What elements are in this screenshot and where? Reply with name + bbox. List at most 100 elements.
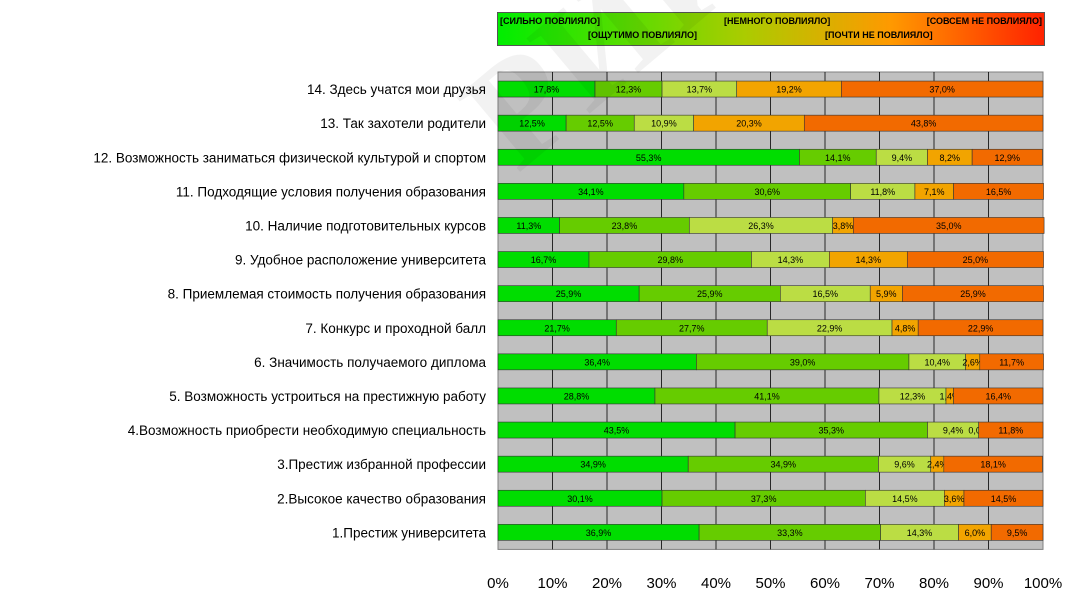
data-label: 14,3% bbox=[856, 255, 882, 265]
data-label: 12,9% bbox=[995, 153, 1021, 163]
data-label: 35,3% bbox=[819, 426, 845, 436]
data-label: 16,5% bbox=[986, 187, 1012, 197]
data-label: 9,4% bbox=[892, 153, 913, 163]
data-label: 30,1% bbox=[567, 494, 593, 504]
bar-segment bbox=[953, 387, 1044, 405]
category-label: 13. Так захотели родители bbox=[320, 116, 486, 131]
data-label: 11,3% bbox=[516, 221, 541, 231]
data-label: 23,8% bbox=[612, 221, 638, 231]
category-label: 1.Престиж университета bbox=[332, 525, 486, 540]
bar-segment bbox=[917, 319, 1044, 337]
x-tick-label: 20% bbox=[592, 575, 622, 590]
data-label: 25,9% bbox=[556, 289, 582, 299]
data-label: 11,8% bbox=[870, 187, 895, 197]
x-tick-label: 30% bbox=[646, 575, 676, 590]
category-label: 6. Значимость получаемого диплома bbox=[254, 355, 486, 370]
bar-segment bbox=[963, 489, 1044, 507]
data-label: 36,9% bbox=[586, 528, 612, 538]
x-tick-label: 0% bbox=[487, 575, 509, 590]
data-label: 30,6% bbox=[754, 187, 780, 197]
data-label: 36,4% bbox=[584, 357, 610, 367]
data-label: 25,9% bbox=[697, 289, 723, 299]
category-label: 3.Престиж избранной профессии bbox=[277, 457, 486, 472]
data-label: 33,3% bbox=[777, 528, 803, 538]
category-label: 9. Удобное расположение университета bbox=[235, 253, 487, 268]
data-label: 9,5% bbox=[1007, 528, 1028, 538]
data-label: 37,3% bbox=[751, 494, 777, 504]
data-label: 3,6% bbox=[944, 494, 965, 504]
data-label: 43,5% bbox=[604, 426, 630, 436]
bar-segment bbox=[902, 285, 1044, 302]
data-label: 2,6% bbox=[962, 357, 983, 367]
x-tick-label: 40% bbox=[701, 575, 731, 590]
category-label: 5. Возможность устроиться на престижную … bbox=[169, 389, 486, 404]
data-label: 55,3% bbox=[636, 153, 662, 163]
bar-segment bbox=[990, 524, 1044, 541]
data-label: 4,8% bbox=[895, 323, 916, 333]
data-label: 16,5% bbox=[813, 289, 839, 299]
category-label: 4.Возможность приобрести необходимую спе… bbox=[128, 423, 486, 438]
x-tick-label: 50% bbox=[755, 575, 785, 590]
x-tick-label: 90% bbox=[973, 575, 1003, 590]
bars: 17,8% 12,3% 13,7% 19,2% 37,0% 12,5% 12,5% 10,9%… bbox=[497, 80, 1045, 541]
data-label: 22,9% bbox=[968, 323, 994, 333]
data-label: 3,8% bbox=[833, 221, 854, 231]
data-label: 43,8% bbox=[911, 119, 937, 129]
data-label: 35,0% bbox=[936, 221, 962, 231]
data-label: 13,7% bbox=[687, 85, 713, 95]
bar-segment bbox=[803, 114, 1044, 132]
data-label: 10,4% bbox=[925, 357, 951, 367]
legend: [СИЛЬНО ПОВЛИЯЛО] [ОЩУТИМО ПОВЛИЯЛО] [НЕ… bbox=[497, 12, 1045, 46]
data-label: 41,1% bbox=[754, 391, 780, 401]
data-label: 18,1% bbox=[980, 460, 1006, 470]
data-label: 7,1% bbox=[924, 187, 945, 197]
category-labels: 14. Здесь учатся мои друзья 13. Так захот… bbox=[93, 82, 486, 540]
data-label: 12,5% bbox=[519, 119, 545, 129]
x-tick-label: 80% bbox=[919, 575, 949, 590]
category-label: 2.Высокое качество образования bbox=[277, 491, 486, 506]
data-label: 14,3% bbox=[907, 528, 933, 538]
data-label: 28,8% bbox=[564, 391, 590, 401]
x-tick-label: 10% bbox=[537, 575, 567, 590]
data-label: 34,1% bbox=[578, 187, 604, 197]
data-label: 16,7% bbox=[531, 255, 557, 265]
data-label: 10,9% bbox=[651, 119, 677, 129]
category-label: 12. Возможность заниматься физической ку… bbox=[93, 150, 486, 165]
data-label: 1,4% bbox=[940, 391, 961, 401]
data-label: 11,7% bbox=[999, 357, 1024, 367]
category-label: 7. Конкурс и проходной балл bbox=[305, 321, 486, 336]
bar-segment bbox=[953, 183, 1044, 200]
data-label: 37,0% bbox=[929, 85, 955, 95]
legend-label-barely: [ПОЧТИ НЕ ПОВЛИЯЛО] bbox=[825, 30, 933, 40]
data-label: 12,3% bbox=[616, 85, 642, 95]
data-label: 12,5% bbox=[587, 119, 613, 129]
data-label: 26,3% bbox=[748, 221, 774, 231]
bar-segment bbox=[841, 80, 1044, 98]
data-label: 14,5% bbox=[892, 494, 918, 504]
data-label: 19,2% bbox=[776, 85, 802, 95]
data-label: 14,5% bbox=[991, 494, 1017, 504]
data-label: 14,3% bbox=[778, 255, 804, 265]
data-label: 25,9% bbox=[960, 289, 986, 299]
bar-segment bbox=[978, 421, 1044, 439]
data-label: 17,8% bbox=[534, 85, 560, 95]
data-label: 22,9% bbox=[817, 323, 843, 333]
x-tick-label: 70% bbox=[864, 575, 894, 590]
legend-label-noticeable: [ОЩУТИМО ПОВЛИЯЛО] bbox=[588, 30, 698, 40]
data-label: 11,8% bbox=[998, 426, 1023, 436]
data-label: 34,9% bbox=[771, 460, 797, 470]
data-label: 21,7% bbox=[544, 323, 570, 333]
x-axis-tick-labels: 0% 10% 20% 30% 40% 50% 60% 70% 80% 90% 100% bbox=[487, 575, 1062, 590]
data-label: 34,9% bbox=[580, 460, 606, 470]
data-label: 8,2% bbox=[940, 153, 961, 163]
data-label: 25,0% bbox=[963, 255, 989, 265]
category-label: 14. Здесь учатся мои друзья bbox=[307, 82, 486, 97]
data-label: 27,7% bbox=[679, 323, 705, 333]
x-tick-label: 60% bbox=[810, 575, 840, 590]
legend-label-slight: [НЕМНОГО ПОВЛИЯЛО] bbox=[724, 16, 831, 26]
legend-label-none: [СОВСЕМ НЕ ПОВЛИЯЛО] bbox=[926, 16, 1042, 26]
data-label: 14,1% bbox=[825, 153, 851, 163]
category-label: 11. Подходящие условия получения образов… bbox=[176, 184, 486, 199]
data-label: 2,4% bbox=[927, 460, 948, 470]
data-label: 20,3% bbox=[736, 119, 762, 129]
